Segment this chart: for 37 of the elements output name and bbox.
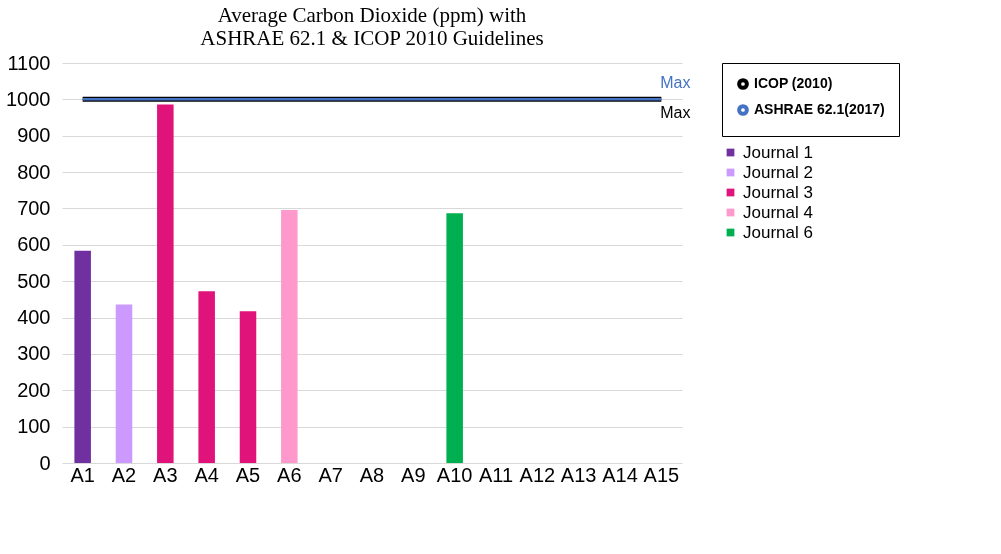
x-tick-label: A7 — [318, 463, 343, 486]
x-tick-label: A6 — [277, 463, 302, 486]
legend-label: Journal 1 — [743, 142, 813, 162]
y-tick-label: 200 — [17, 378, 51, 401]
x-tick-label: A3 — [153, 463, 178, 486]
y-tick-label: 100 — [17, 415, 51, 438]
x-tick-label: A5 — [235, 463, 261, 486]
x-tick-label: A11 — [478, 463, 514, 486]
y-tick-label: 1000 — [6, 87, 51, 110]
y-tick-label: 600 — [17, 233, 51, 256]
y-tick-label: 900 — [17, 124, 51, 147]
annotation: Max — [660, 104, 691, 122]
x-tick-label: A10 — [436, 463, 473, 486]
legend-label: ASHRAE 62.1(2017) — [754, 101, 885, 117]
x-tick-label: A13 — [560, 463, 597, 486]
x-tick-label: A4 — [194, 463, 219, 486]
y-tick-label: 400 — [17, 306, 51, 329]
x-tick-label: A2 — [111, 463, 137, 486]
y-tick-label: 700 — [17, 196, 51, 219]
x-tick-label: A1 — [70, 463, 95, 486]
legend-label: Journal 3 — [743, 182, 813, 202]
x-tick-label: A8 — [359, 463, 385, 486]
x-tick-label: A15 — [643, 463, 680, 486]
y-tick-label: 800 — [17, 160, 51, 183]
y-tick-label: 0 — [39, 451, 51, 474]
y-tick-label: 1100 — [7, 51, 51, 74]
chart-title: Average Carbon Dioxide (ppm) with ASHRAE 62.1 & ICOP 2010 Guidelines — [200, 3, 544, 50]
x-tick-label: A12 — [519, 463, 556, 486]
y-tick-label: 500 — [17, 269, 51, 292]
legend-label: ICOP (2010) — [754, 75, 833, 91]
x-tick-label: A14 — [602, 463, 638, 486]
legend-label: Journal 4 — [743, 202, 813, 222]
annotation: Max — [660, 74, 691, 92]
x-tick-label: A9 — [401, 463, 426, 486]
legend-label: Journal 2 — [743, 162, 813, 182]
y-tick-label: 300 — [17, 342, 51, 365]
legend-label: Journal 6 — [743, 222, 813, 242]
